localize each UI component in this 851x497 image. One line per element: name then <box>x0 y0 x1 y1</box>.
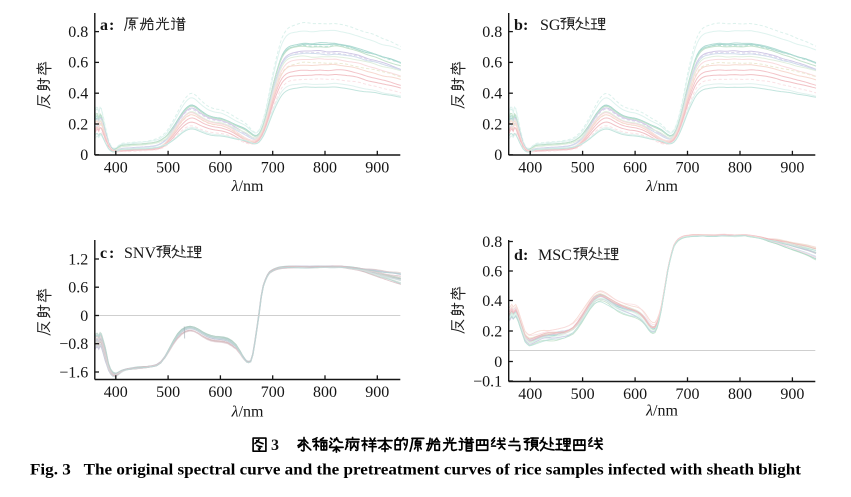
svg-text:500: 500 <box>156 160 180 177</box>
svg-text:0.4: 0.4 <box>482 293 502 310</box>
svg-text:0.2: 0.2 <box>482 116 502 133</box>
svg-text::: : <box>523 247 528 264</box>
svg-text:700: 700 <box>261 160 285 177</box>
svg-text:b: b <box>514 17 523 34</box>
svg-text:0.6: 0.6 <box>482 55 502 72</box>
svg-text:λ/nm: λ/nm <box>231 404 264 421</box>
svg-text:MSC: MSC <box>538 247 572 264</box>
svg-text:400: 400 <box>518 386 542 403</box>
svg-text:0.6: 0.6 <box>68 55 88 72</box>
svg-text::: : <box>109 245 114 262</box>
svg-text:0.2: 0.2 <box>68 116 88 133</box>
svg-text:0: 0 <box>494 147 502 164</box>
svg-text:0: 0 <box>80 147 88 164</box>
svg-text:400: 400 <box>518 160 542 177</box>
svg-text:0: 0 <box>494 354 502 371</box>
svg-text:0.4: 0.4 <box>482 86 502 103</box>
svg-text:500: 500 <box>156 384 180 401</box>
svg-text:3: 3 <box>271 437 279 454</box>
svg-text:0.6: 0.6 <box>68 280 88 297</box>
svg-text:900: 900 <box>780 160 804 177</box>
svg-text:600: 600 <box>623 160 647 177</box>
svg-text:c: c <box>100 245 107 262</box>
svg-text:−1.6: −1.6 <box>59 364 88 381</box>
svg-text:λ/nm: λ/nm <box>231 178 264 195</box>
svg-text:0.4: 0.4 <box>68 86 88 103</box>
svg-text:−0.8: −0.8 <box>59 336 88 353</box>
svg-text:SNV: SNV <box>124 245 156 262</box>
svg-text:800: 800 <box>313 384 337 401</box>
svg-text:SG: SG <box>540 17 561 34</box>
svg-text:900: 900 <box>365 384 389 401</box>
svg-text:λ/nm: λ/nm <box>645 403 678 420</box>
svg-text:0.8: 0.8 <box>68 24 88 41</box>
svg-text:800: 800 <box>728 386 752 403</box>
svg-text:0.8: 0.8 <box>482 24 502 41</box>
svg-text:0.8: 0.8 <box>482 234 502 251</box>
svg-text:700: 700 <box>676 386 700 403</box>
svg-text:600: 600 <box>208 160 232 177</box>
svg-text:500: 500 <box>571 386 595 403</box>
svg-text::: : <box>523 17 528 34</box>
svg-text:700: 700 <box>261 384 285 401</box>
svg-text:400: 400 <box>104 160 128 177</box>
svg-text:0: 0 <box>80 308 88 325</box>
svg-text:600: 600 <box>623 386 647 403</box>
svg-text:500: 500 <box>571 160 595 177</box>
svg-text:Fig. 3 The original spectral: Fig. 3 The original spectral curve and t… <box>30 462 802 479</box>
svg-text::: : <box>109 17 114 34</box>
svg-text:800: 800 <box>313 160 337 177</box>
svg-text:600: 600 <box>208 384 232 401</box>
svg-text:400: 400 <box>104 384 128 401</box>
svg-text:−0.1: −0.1 <box>473 373 502 390</box>
svg-text:0.2: 0.2 <box>482 323 502 340</box>
svg-text:900: 900 <box>780 386 804 403</box>
svg-text:λ/nm: λ/nm <box>645 178 678 195</box>
svg-text:900: 900 <box>365 160 389 177</box>
svg-text:1.2: 1.2 <box>68 251 88 268</box>
svg-text:700: 700 <box>676 160 700 177</box>
svg-text:a: a <box>100 17 108 34</box>
svg-text:0.6: 0.6 <box>482 263 502 280</box>
svg-text:800: 800 <box>728 160 752 177</box>
svg-text:d: d <box>514 247 523 264</box>
